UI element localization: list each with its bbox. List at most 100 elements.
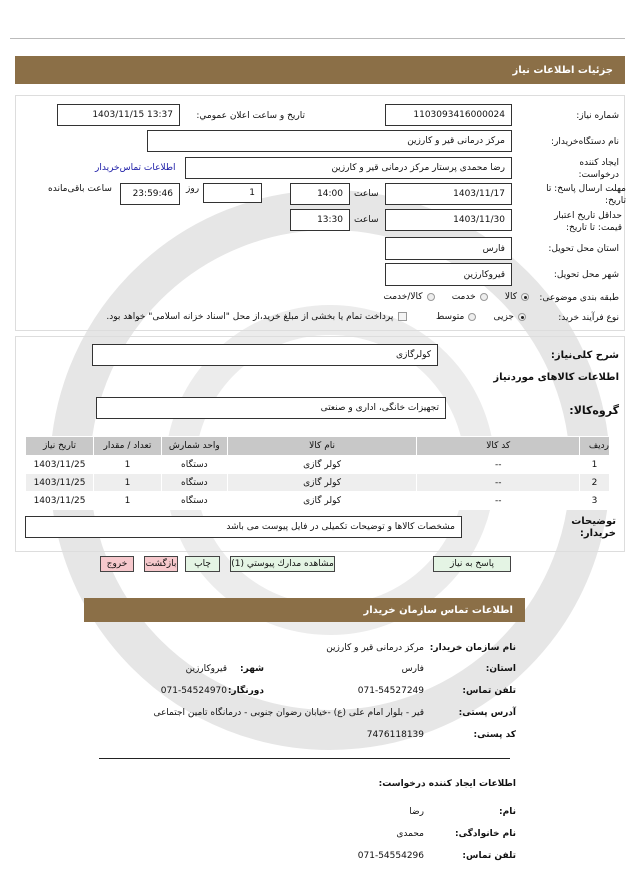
summary-field: کولرگازی	[92, 344, 438, 366]
org-label: نام سازمان خریدار:	[429, 643, 516, 653]
fax-value: 071-54524970	[160, 686, 227, 696]
announce-field: 1403/11/15 13:37	[57, 104, 180, 126]
need-number-field: 1103093416000024	[385, 104, 512, 126]
name-label: نام:	[499, 807, 516, 817]
creator-label: ایجاد کننده درخواست:	[578, 158, 619, 180]
days-field: 1	[203, 183, 262, 203]
process-radio-medium[interactable]: متوسط	[436, 312, 477, 322]
category-label: طبقه بندی موضوعی:	[539, 293, 619, 303]
validity-label: حداقل تاریخ اعتبار قیمت: تا تاریخ:	[554, 211, 622, 233]
remaining-label: ساعت باقی‌مانده	[48, 184, 112, 194]
goods-panel	[15, 336, 625, 552]
contact-divider	[99, 758, 510, 759]
creator-info-title: اطلاعات ایجاد کننده درخواست:	[378, 779, 516, 789]
postal-value: 7476118139	[366, 730, 424, 740]
family-label: نام خانوادگی:	[454, 829, 516, 839]
radio-icon[interactable]	[468, 312, 477, 321]
group-field: تجهیزات خانگی، اداری و صنعتی	[96, 397, 446, 419]
details-panel	[15, 95, 625, 331]
cell: دستگاه	[160, 491, 228, 510]
city-label: شهر:	[240, 664, 264, 674]
checkbox-icon[interactable]	[398, 312, 408, 321]
cell: --	[416, 455, 581, 474]
goods-section-title: اطلاعات کالاهای موردنیاز	[493, 372, 619, 383]
cell: 1	[579, 455, 610, 474]
creator-phone-value: 071-54554296	[357, 851, 424, 861]
cell: 1	[93, 473, 162, 492]
radio-icon[interactable]	[518, 312, 526, 321]
cell: کولر گازی	[226, 473, 418, 492]
days-label: روز	[186, 184, 200, 194]
cell: دستگاه	[160, 455, 228, 474]
cell: 2	[579, 473, 610, 492]
radio-icon[interactable]	[479, 292, 488, 301]
summary-label: شرح کلی‌نیاز:	[550, 350, 619, 361]
category-radio-goods[interactable]: کالا	[505, 292, 529, 302]
announce-label: تاريخ و ساعت اعلان عمومي:	[196, 111, 305, 121]
validity-date-field: 1403/11/30	[385, 209, 512, 231]
radio-icon[interactable]	[521, 292, 529, 301]
cell: 1	[93, 491, 162, 510]
cell: --	[416, 491, 581, 510]
top-divider	[10, 38, 625, 39]
province-label: استان محل تحویل:	[548, 244, 619, 254]
table-row: 1 -- کولر گازی دستگاه 1 1403/11/25	[25, 455, 610, 474]
notes-field: مشخصات کالاها و توضیحات تکمیلی در فایل پ…	[25, 516, 462, 538]
creator-field: رضا محمدی پرستار مرکز درمانی قیر و کارزی…	[185, 157, 512, 179]
deadline-time-label: ساعت	[354, 189, 379, 199]
treasury-payment-checkbox[interactable]: پرداخت تمام یا بخشی از مبلغ خرید،از محل …	[106, 312, 408, 322]
process-label: نوع فرآیند خرید:	[558, 313, 619, 323]
col-code: کد کالا	[416, 436, 581, 456]
col-qty: تعداد / مقدار	[93, 436, 162, 456]
cell: دستگاه	[160, 473, 228, 492]
family-value: محمدی	[396, 829, 424, 839]
cell: 1403/11/25	[25, 491, 94, 510]
table-header-row: ردیف کد کالا نام کالا واحد شمارش تعداد /…	[25, 436, 610, 456]
validity-time-label: ساعت	[354, 215, 379, 225]
name-value: رضا	[409, 807, 424, 817]
phone-label: تلفن تماس:	[462, 686, 516, 696]
creator-phone-label: تلفن تماس:	[462, 851, 516, 861]
province-field: فارس	[385, 237, 512, 260]
deadline-date-field: 1403/11/17	[385, 183, 512, 205]
city-label: شهر محل تحویل:	[553, 270, 619, 280]
notes-label: توضیحات خریدار:	[571, 516, 616, 539]
print-button[interactable]: چاپ	[185, 556, 220, 572]
cell: کولر گازی	[226, 455, 418, 474]
postal-label: کد پستی:	[473, 730, 516, 740]
cell: 1	[93, 455, 162, 474]
back-button[interactable]: بازگشت	[144, 556, 178, 572]
cell: 1403/11/25	[25, 455, 94, 474]
exit-button[interactable]: خروج	[100, 556, 134, 572]
city-field: قیروکارزین	[385, 263, 512, 286]
col-name: نام کالا	[226, 436, 418, 456]
buyer-contact-link[interactable]: اطلاعات تماس‌خریدار	[95, 163, 176, 173]
attachments-button[interactable]: مشاهده مدارك پيوستي (1)	[230, 556, 335, 572]
remaining-time-field: 23:59:46	[120, 183, 180, 205]
cell: 1403/11/25	[25, 473, 94, 492]
goods-table: ردیف کد کالا نام کالا واحد شمارش تعداد /…	[25, 436, 610, 510]
process-radio-group: جزیی متوسط پرداخت تمام یا بخشی از مبلغ خ…	[106, 312, 526, 322]
table-row: 3 -- کولر گازی دستگاه 1 1403/11/25	[25, 491, 610, 510]
org-value: مرکز درمانی قیر و کارزین	[326, 643, 424, 653]
address-label: آدرس پستی:	[458, 708, 516, 718]
table-row: 2 -- کولر گازی دستگاه 1 1403/11/25	[25, 473, 610, 492]
category-radio-both[interactable]: کالا/خدمت	[383, 292, 435, 302]
col-row: ردیف	[579, 436, 610, 456]
fax-label: دورنگار:	[227, 686, 264, 696]
col-date: تاریخ نیاز	[25, 436, 94, 456]
deadline-time-field: 14:00	[290, 183, 350, 205]
category-radio-group: کالا خدمت کالا/خدمت	[383, 292, 529, 302]
phone-value: 071-54527249	[357, 686, 424, 696]
category-radio-service[interactable]: خدمت	[452, 292, 488, 302]
col-unit: واحد شمارش	[160, 436, 228, 456]
radio-icon[interactable]	[426, 292, 435, 301]
cell: کولر گازی	[226, 491, 418, 510]
need-number-label: شماره نیاز:	[576, 111, 619, 121]
process-radio-minor[interactable]: جزیی	[493, 312, 526, 322]
buyer-label: نام دستگاه‌خریدار:	[550, 137, 619, 147]
group-label: گروه‌کالا:	[569, 404, 619, 417]
reply-button[interactable]: پاسخ به نیاز	[433, 556, 511, 572]
cell: --	[416, 473, 581, 492]
city-value: قیروکارزین	[185, 664, 227, 674]
